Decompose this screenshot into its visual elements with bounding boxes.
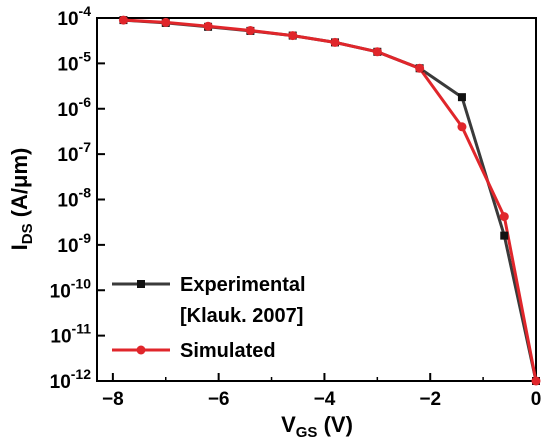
y-axis-label-sub: DS: [19, 223, 36, 244]
y-tick-label: 10-10: [50, 275, 92, 302]
x-axis-label-main: V: [281, 412, 296, 437]
y-axis-label-main: I: [7, 244, 32, 250]
y-tick-label: 10-5: [57, 48, 91, 75]
y-tick-labels: 10-12 10-11 10-10 10-9 10-8 10-7 10-6 10-5 10-4: [50, 3, 92, 393]
simulated-point: [457, 122, 467, 132]
simulated-point: [499, 212, 509, 222]
simulated-point: [288, 31, 298, 41]
y-tick-label: 10-4: [57, 3, 91, 30]
legend: Experimental [Klauk. 2007] Simulated: [112, 274, 306, 362]
y-tick-label: 10-8: [57, 185, 91, 212]
y-axis-label: IDS (A/μm): [7, 148, 36, 251]
simulated-point: [118, 15, 128, 25]
x-tick-label: −8: [102, 389, 124, 410]
legend-experimental-marker: [137, 280, 145, 288]
simulated-point: [330, 37, 340, 47]
series-layer: [118, 15, 541, 386]
x-axis-label: VGS (V): [281, 412, 353, 441]
x-axis-label-unit: (V): [317, 412, 352, 437]
y-tick-label: 10-6: [57, 94, 91, 121]
y-tick-label: 10-9: [57, 230, 91, 257]
experimental-point: [500, 231, 509, 240]
x-tick-labels: −8 −6 −4 −2 0: [102, 389, 541, 410]
y-axis-label-unit: (A/μm): [7, 148, 32, 224]
legend-experimental-label-line2: [Klauk. 2007]: [180, 305, 303, 327]
x-tick-label: 0: [531, 389, 542, 410]
simulated-point: [161, 17, 171, 27]
legend-simulated-marker: [136, 345, 146, 355]
x-tick-label: −2: [419, 389, 441, 410]
plot-area-frame: [96, 17, 537, 382]
legend-experimental-label: Experimental: [180, 274, 306, 296]
simulated-point: [203, 21, 213, 31]
simulated-point: [531, 376, 541, 386]
legend-simulated-label: Simulated: [180, 340, 276, 362]
simulated-point: [245, 26, 255, 36]
x-tick-label: −6: [208, 389, 230, 410]
y-tick-label: 10-12: [50, 366, 92, 393]
x-axis-label-sub: GS: [296, 424, 318, 441]
y-tick-label: 10-7: [57, 139, 91, 166]
axis-ticks: [97, 17, 537, 382]
simulated-point: [372, 47, 382, 57]
simulated-point: [415, 63, 425, 73]
x-tick-label: −4: [314, 389, 336, 410]
y-tick-label: 10-11: [50, 321, 91, 348]
experimental-point: [457, 93, 466, 102]
